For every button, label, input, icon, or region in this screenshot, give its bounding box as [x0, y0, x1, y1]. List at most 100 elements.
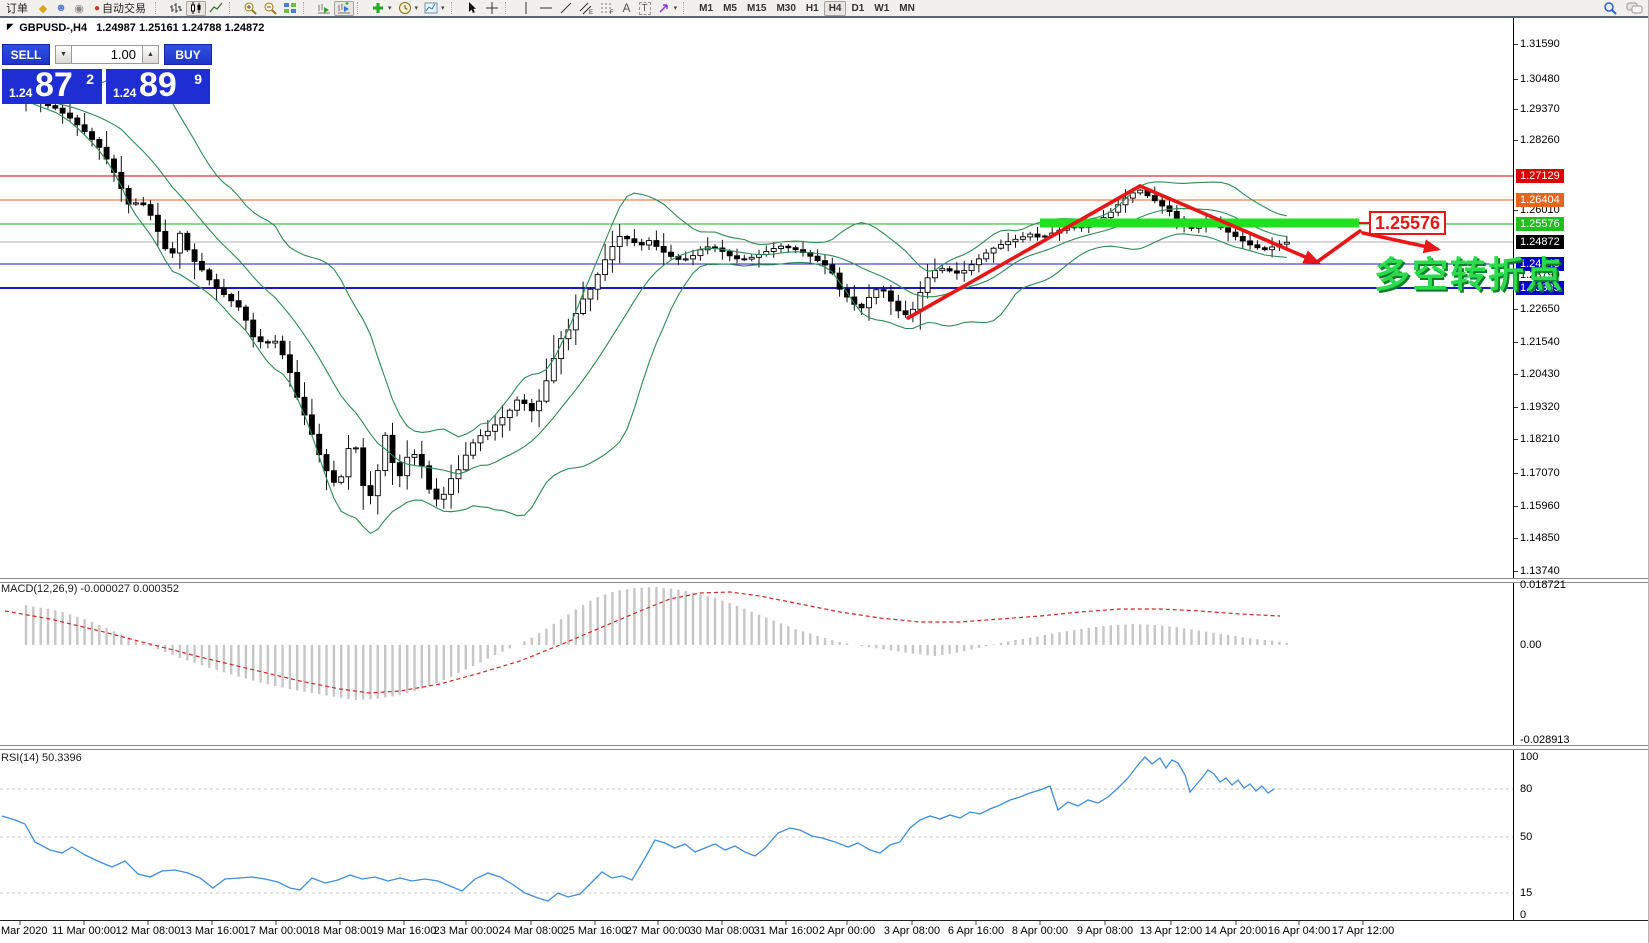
line-chart-button[interactable]: [206, 1, 226, 16]
periods-button[interactable]: ▾: [395, 1, 422, 16]
indicator-axis-label: 100: [1520, 751, 1539, 763]
search-icon[interactable]: [1603, 1, 1618, 15]
toolbar-grip: [229, 2, 237, 14]
text-button[interactable]: A: [618, 1, 636, 16]
sell-button[interactable]: SELL: [2, 44, 50, 65]
templates-icon: [424, 2, 438, 14]
arrows-button[interactable]: ▾: [654, 1, 681, 16]
chat-icon[interactable]: [1626, 1, 1643, 15]
indicator-axis-label: 50: [1520, 831, 1533, 843]
chart-title: ◤ GBPUSD-,H4 1.24987 1.25161 1.24788 1.2…: [7, 22, 264, 34]
price-line-badge: 1.26404: [1516, 193, 1564, 207]
buy-price-big: 89: [139, 66, 177, 104]
autotrading-button[interactable]: ● 自动交易: [88, 1, 152, 16]
zoom-in-icon: [244, 2, 257, 15]
buy-price-panel[interactable]: 1.24 89 9: [106, 66, 210, 104]
timeframe-bar: M1 M5 M15 M30 H1 H4 D1 W1 MN: [694, 0, 920, 16]
horizontal-line-icon: [539, 7, 552, 9]
price-axis-tick: 1.26010: [1514, 204, 1560, 217]
auto-scroll-button[interactable]: [314, 1, 334, 16]
rsi-panel[interactable]: [0, 749, 1513, 920]
timeframe-button-h1[interactable]: H1: [801, 1, 824, 16]
sell-price-big: 87: [35, 66, 73, 104]
time-axis-label: 16 Apr 04:00: [1267, 925, 1331, 937]
timeframe-button-m1[interactable]: M1: [694, 1, 718, 16]
gold-bars-icon: ◆: [38, 2, 48, 15]
profile-button[interactable]: ☻: [52, 1, 70, 16]
indicator-axis-label: 0.018721: [1520, 579, 1566, 591]
volume-increase-button[interactable]: ▲: [142, 45, 159, 64]
price-axis-tick: 1.29370: [1514, 103, 1560, 116]
equidistant-channel-button[interactable]: E: [576, 1, 597, 16]
templates-button[interactable]: ▾: [421, 1, 448, 16]
main-chart-panel[interactable]: [0, 18, 1513, 578]
trendline-button[interactable]: [556, 1, 576, 16]
time-axis-label: 17 Mar 00:00: [243, 925, 309, 937]
signal-button[interactable]: ◉: [70, 1, 88, 16]
gold-bars-button[interactable]: ◆: [34, 1, 52, 16]
timeframe-button-m30[interactable]: M30: [771, 1, 800, 16]
indicator-axis-label: 0: [1520, 909, 1527, 921]
price-axis-tick: 1.13740: [1514, 565, 1560, 578]
indicator-axis-label: 80: [1520, 783, 1533, 795]
tile-windows-button[interactable]: [280, 1, 300, 16]
volume-input[interactable]: 1.00: [72, 45, 142, 64]
candlestick-chart-button[interactable]: [186, 0, 206, 16]
time-axis-label: 30 Mar 08:00: [689, 925, 755, 937]
price-axis-tick: 1.22650: [1514, 303, 1560, 316]
rsi-indicator-label: RSI(14) 50.3396: [1, 752, 82, 764]
chevron-down-icon: ▼: [60, 51, 67, 58]
chart-right-border: [1513, 18, 1514, 921]
timeframe-button-w1[interactable]: W1: [869, 1, 894, 16]
one-click-trading-widget: SELL ▼ 1.00 ▲ BUY 1.24 87 2 1.24 89 9: [2, 44, 212, 104]
sell-price-panel[interactable]: 1.24 87 2: [2, 66, 102, 104]
new-order-button[interactable]: 订单: [0, 1, 34, 16]
vertical-line-button[interactable]: [516, 1, 536, 16]
indicators-button[interactable]: ▾: [368, 1, 395, 16]
window-edge: [0, 16, 1648, 18]
cursor-button[interactable]: [462, 1, 482, 16]
zoom-out-button[interactable]: [260, 1, 280, 16]
macd-indicator-label: MACD(12,26,9) -0.000027 0.000352: [1, 583, 179, 595]
timeframe-button-m15[interactable]: M15: [742, 1, 771, 16]
chart-shift-icon: [338, 2, 350, 14]
chart-ohlc-values: 1.24987 1.25161 1.24788 1.24872: [96, 22, 265, 34]
price-callout-label[interactable]: 1.25576: [1369, 211, 1446, 235]
tile-windows-icon: [284, 3, 296, 13]
time-axis-label: 2 Apr 00:00: [818, 925, 876, 937]
time-axis-label: 23 Mar 00:00: [433, 925, 499, 937]
toolbar: 订单 ◆ ☻ ◉ ● 自动交易: [0, 0, 1648, 16]
price-axis-tick: 1.18210: [1514, 433, 1560, 446]
buy-button[interactable]: BUY: [164, 44, 212, 65]
text-label-icon: T: [638, 1, 651, 15]
bar-chart-button[interactable]: [166, 1, 186, 16]
turning-point-annotation[interactable]: 多空转折点: [1374, 254, 1565, 295]
crosshair-button[interactable]: [482, 1, 502, 16]
chart-shift-button[interactable]: [334, 0, 354, 16]
price-axis-tick: 1.21540: [1514, 336, 1560, 349]
crosshair-icon: [485, 2, 498, 14]
time-axis-label: 11 Mar 00:00: [51, 925, 117, 937]
price-line-badge: 1.23335: [1516, 281, 1564, 295]
panel-separator[interactable]: [0, 578, 1648, 583]
time-axis-label: 27 Mar 00:00: [625, 925, 691, 937]
price-line-badge: 1.27129: [1516, 169, 1564, 183]
fibonacci-button[interactable]: F: [597, 1, 618, 16]
timeframe-button-mn[interactable]: MN: [894, 1, 920, 16]
buy-price-pip: 9: [194, 71, 202, 87]
vertical-line-icon: [525, 2, 527, 14]
price-line-badge: 1.25576: [1516, 217, 1564, 231]
time-axis-label: 19 Mar 16:00: [371, 925, 437, 937]
panel-separator[interactable]: [0, 745, 1648, 750]
timeframe-button-h4[interactable]: H4: [823, 0, 847, 16]
horizontal-line-button[interactable]: [536, 1, 556, 16]
toolbar-grip: [357, 2, 365, 14]
volume-decrease-button[interactable]: ▼: [55, 45, 72, 64]
macd-panel[interactable]: [0, 582, 1513, 745]
timeframe-button-m5[interactable]: M5: [718, 1, 742, 16]
time-axis-label: 6 Apr 16:00: [947, 925, 1005, 937]
text-label-button[interactable]: T: [636, 1, 654, 16]
zoom-in-button[interactable]: [240, 1, 260, 16]
timeframe-button-d1[interactable]: D1: [846, 1, 869, 16]
indicators-icon: [373, 3, 383, 13]
